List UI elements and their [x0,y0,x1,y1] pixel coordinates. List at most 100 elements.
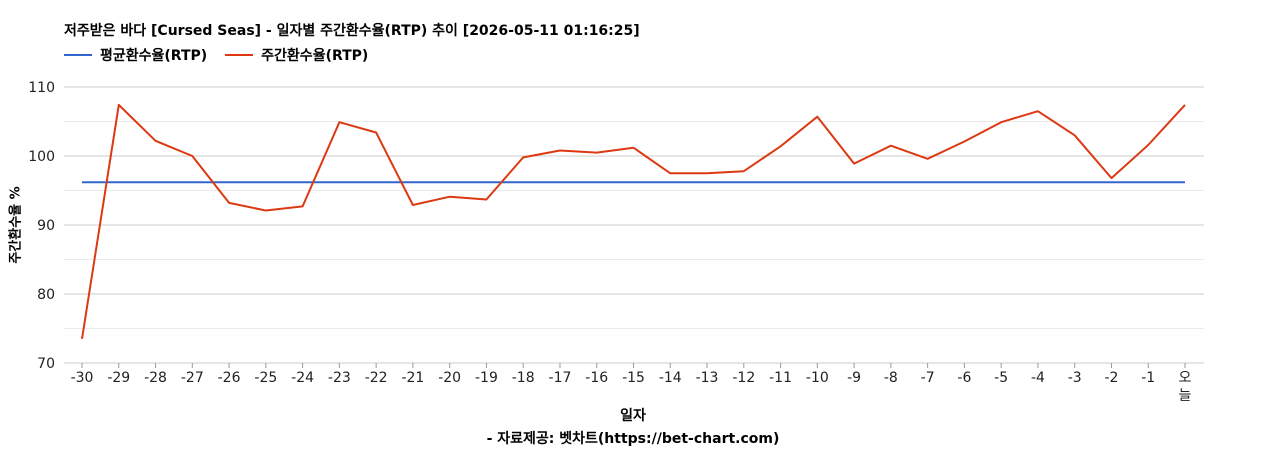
x-tick-label: -3 [1068,370,1082,386]
data-point [1037,182,1038,183]
data-point [155,182,156,183]
data-point [486,199,487,200]
data-point [817,116,818,117]
data-point [192,156,193,157]
x-tick-label: -25 [254,370,277,386]
data-point [964,141,965,142]
x-tick-label: -20 [438,370,461,386]
x-tick-label: -26 [218,370,241,386]
x-tick-label: -7 [921,370,935,386]
x-tick-label: -18 [512,370,535,386]
legend-item: 주간환수율(RTP) [225,45,368,65]
data-point [854,163,855,164]
x-tick-label: -4 [1031,370,1045,386]
y-tick-label: 70 [37,356,55,372]
chart-title: 저주받은 바다 [Cursed Seas] - 일자별 주간환수율(RTP) 추… [64,23,640,39]
data-point [1074,182,1075,183]
data-point [633,182,634,183]
data-point [118,104,119,105]
x-tick-label: -2 [1104,370,1118,386]
y-tick-label: 90 [37,218,55,234]
data-point [486,182,487,183]
x-tick-label: -29 [107,370,130,386]
data-point [1074,135,1075,136]
x-tick-label: -14 [659,370,682,386]
x-tick-label: -30 [71,370,94,386]
data-point [412,204,413,205]
data-point [302,182,303,183]
data-point [192,182,193,183]
data-point [376,132,377,133]
x-tick-label: -27 [181,370,204,386]
x-axis-label: 일자 [620,408,646,424]
y-tick-label: 100 [28,149,55,165]
legend-label: 주간환수율(RTP) [261,48,369,64]
y-tick-label: 110 [28,80,55,96]
data-point [596,182,597,183]
x-tick-label: -19 [475,370,498,386]
data-point [964,182,965,183]
data-point [82,338,83,339]
data-point [229,202,230,203]
data-point [670,173,671,174]
x-tick-label: -6 [957,370,971,386]
x-tick-label: -21 [401,370,424,386]
data-point [339,122,340,123]
legend-swatch [225,54,254,56]
x-tick-label: -8 [884,370,898,386]
legend-item: 평균환수율(RTP) [64,45,207,65]
data-point [118,182,119,183]
data-point [1148,144,1149,145]
data-point [780,182,781,183]
x-tick-label: -28 [144,370,167,386]
data-point [817,182,818,183]
x-tick-label: -5 [994,370,1008,386]
data-point [412,182,413,183]
data-point [1001,182,1002,183]
y-tick-label: 80 [37,287,55,303]
data-point [302,206,303,207]
data-point [1001,122,1002,123]
x-tick-label: -24 [291,370,314,386]
x-tick-label: -17 [549,370,572,386]
data-point [559,182,560,183]
data-point [1037,111,1038,112]
data-point [265,210,266,211]
data-point [890,145,891,146]
data-point [229,182,230,183]
legend: 평균환수율(RTP) 주간환수율(RTP) [64,45,368,65]
data-point [559,150,560,151]
x-tick-label: -16 [585,370,608,386]
data-point [265,182,266,183]
data-point [376,182,377,183]
data-point [596,152,597,153]
data-point [743,182,744,183]
legend-swatch [64,54,92,56]
data-point [854,182,855,183]
x-tick-label: -12 [732,370,755,386]
data-point [449,182,450,183]
data-point [449,196,450,197]
source-credit: - 자료제공: 벳차트(https://bet-chart.com) [486,431,780,447]
data-point [1111,182,1112,183]
legend-label: 평균환수율(RTP) [100,48,208,64]
data-point [633,147,634,148]
data-point [1185,182,1186,183]
x-tick-label: -13 [696,370,719,386]
data-point [780,146,781,147]
data-point [82,182,83,183]
x-tick-label: -22 [365,370,388,386]
data-point [339,182,340,183]
data-point [890,182,891,183]
data-point [927,158,928,159]
data-point [743,171,744,172]
data-point [1148,182,1149,183]
data-point [523,157,524,158]
data-point [155,140,156,141]
data-point [1111,178,1112,179]
data-point [927,182,928,183]
x-tick-label: -10 [806,370,829,386]
x-tick-label: -9 [847,370,861,386]
